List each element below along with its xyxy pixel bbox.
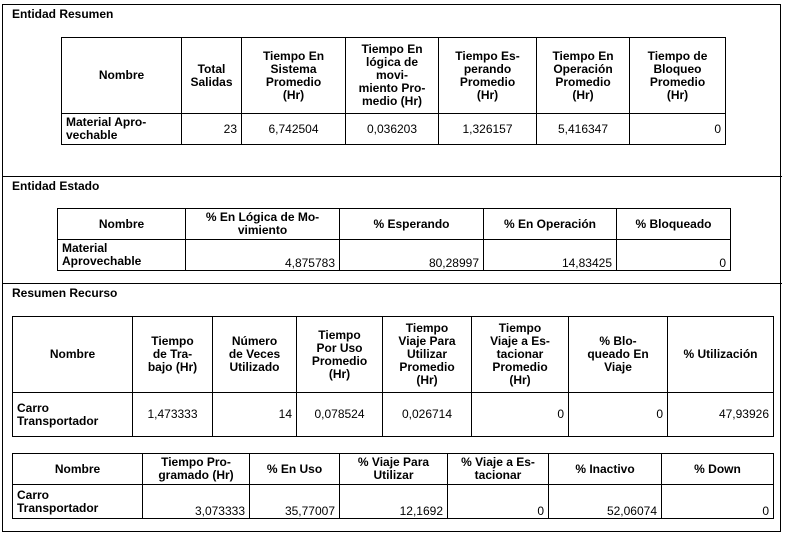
section-title-entidad-resumen: Entidad Resumen	[12, 7, 114, 21]
table-header-row: Nombre Tiempo Pro- gramado (Hr) % En Uso…	[12, 453, 774, 485]
header-cell: % Utilización	[667, 316, 774, 393]
cell-name: Material Apro- vechable	[61, 113, 182, 145]
header-cell: Tiempo de Tra- bajo (Hr)	[132, 316, 213, 393]
table-header-row: Nombre Tiempo de Tra- bajo (Hr) Número d…	[12, 316, 774, 393]
header-cell: Tiempo Es- perando Promedio (Hr)	[438, 37, 537, 114]
header-cell: % Esperando	[339, 208, 484, 240]
cell-value: 0,036203	[345, 113, 439, 145]
table-row: Carro Transportador 3,073333 35,77007 12…	[12, 484, 774, 519]
header-cell: Tiempo Viaje Para Utilizar Promedio (Hr)	[382, 316, 472, 393]
table-header-row: Nombre % En Lógica de Mo- vimiento % Esp…	[57, 208, 731, 240]
resumen-recurso-table: Nombre Tiempo de Tra- bajo (Hr) Número d…	[12, 316, 774, 437]
header-cell: % Viaje a Es- tacionar	[447, 453, 549, 485]
header-cell: % En Uso	[249, 453, 340, 485]
header-cell: % Inactivo	[548, 453, 662, 485]
section-title-resumen-recurso: Resumen Recurso	[12, 286, 118, 300]
cell-name: Material Aprovechable	[57, 239, 186, 271]
header-cell: % Viaje Para Utilizar	[339, 453, 448, 485]
header-cell: Nombre	[61, 37, 182, 114]
cell-value: 52,06074	[548, 484, 662, 519]
cell-value: 35,77007	[249, 484, 340, 519]
header-cell: Total Salidas	[181, 37, 242, 114]
header-cell: Tiempo Por Uso Promedio (Hr)	[296, 316, 383, 393]
section-divider	[2, 283, 782, 284]
header-cell: Nombre	[12, 453, 143, 485]
table-row: Material Aprovechable 4,875783 80,28997 …	[57, 239, 731, 271]
cell-value: 6,742504	[241, 113, 346, 145]
resumen-recurso-tiempo-table: Nombre Tiempo Pro- gramado (Hr) % En Uso…	[12, 453, 774, 519]
header-cell: Tiempo En lógica de movi- miento Pro- me…	[345, 37, 439, 114]
cell-value: 0	[471, 392, 569, 437]
cell-value: 0	[629, 113, 726, 145]
cell-value: 0	[616, 239, 731, 271]
header-cell: % En Lógica de Mo- vimiento	[185, 208, 340, 240]
header-cell: Nombre	[57, 208, 186, 240]
cell-name: Carro Transportador	[12, 392, 133, 437]
cell-value: 1,326157	[438, 113, 537, 145]
cell-value: 23	[181, 113, 242, 145]
cell-value: 0	[568, 392, 668, 437]
cell-value: 14	[212, 392, 297, 437]
table-row: Carro Transportador 1,473333 14 0,078524…	[12, 392, 774, 437]
header-cell: Tiempo En Sistema Promedio (Hr)	[241, 37, 346, 114]
cell-value: 12,1692	[339, 484, 448, 519]
cell-value: 3,073333	[142, 484, 250, 519]
section-divider	[2, 176, 782, 177]
header-cell: Tiempo Viaje a Es- tacionar Promedio (Hr…	[471, 316, 569, 393]
cell-value: 0,078524	[296, 392, 383, 437]
cell-name: Carro Transportador	[12, 484, 143, 519]
table-row: Material Apro- vechable 23 6,742504 0,03…	[61, 113, 726, 145]
header-cell: Tiempo Pro- gramado (Hr)	[142, 453, 250, 485]
cell-value: 5,416347	[536, 113, 630, 145]
report-frame	[2, 4, 781, 532]
cell-value: 14,83425	[483, 239, 617, 271]
header-cell: % Bloqueado	[616, 208, 731, 240]
header-cell: % En Operación	[483, 208, 617, 240]
cell-value: 1,473333	[132, 392, 213, 437]
header-cell: % Blo- queado En Viaje	[568, 316, 668, 393]
cell-value: 4,875783	[185, 239, 340, 271]
header-cell: Tiempo En Operación Promedio (Hr)	[536, 37, 630, 114]
entidad-estado-table: Nombre % En Lógica de Mo- vimiento % Esp…	[57, 208, 731, 271]
cell-value: 0	[661, 484, 774, 519]
cell-value: 0	[447, 484, 549, 519]
table-header-row: Nombre Total Salidas Tiempo En Sistema P…	[61, 37, 726, 114]
header-cell: Tiempo de Bloqueo Promedio (Hr)	[629, 37, 726, 114]
cell-value: 0,026714	[382, 392, 472, 437]
cell-value: 47,93926	[667, 392, 774, 437]
header-cell: % Down	[661, 453, 774, 485]
entidad-resumen-table: Nombre Total Salidas Tiempo En Sistema P…	[61, 37, 726, 145]
header-cell: Nombre	[12, 316, 133, 393]
header-cell: Número de Veces Utilizado	[212, 316, 297, 393]
section-title-entidad-estado: Entidad Estado	[12, 179, 100, 193]
cell-value: 80,28997	[339, 239, 484, 271]
